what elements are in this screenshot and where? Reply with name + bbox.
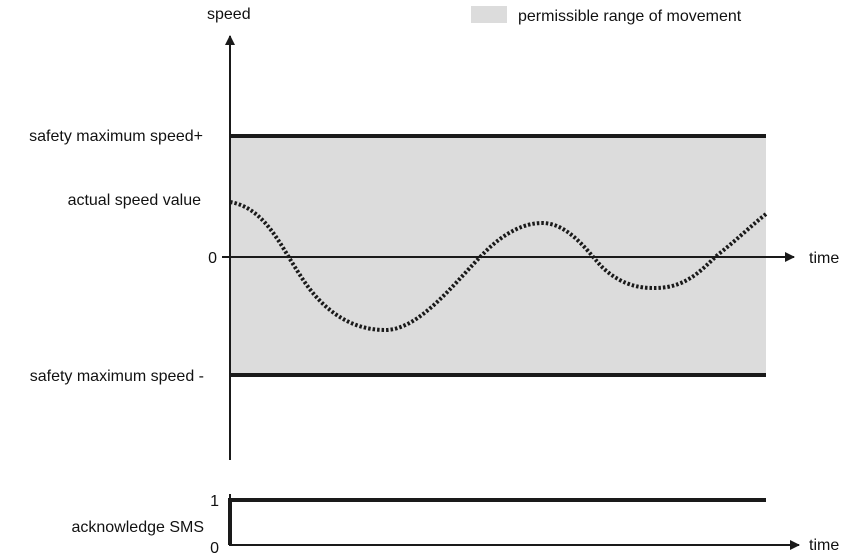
ack-low-label: 0: [210, 540, 219, 557]
ack-high-label: 1: [210, 493, 219, 510]
time-axis-label: time: [809, 250, 839, 267]
actual-speed-value-label: actual speed value: [68, 192, 202, 209]
safety-max-speed-lower-label: safety maximum speed -: [30, 368, 204, 385]
speed-axis-label: speed: [207, 6, 251, 23]
ack-time-axis-label: time: [809, 537, 839, 554]
safety-max-speed-upper-label: safety maximum speed+: [29, 128, 203, 145]
legend-swatch: [471, 6, 507, 23]
ack-sms-label: acknowledge SMS: [71, 519, 204, 536]
legend-label: permissible range of movement: [518, 8, 742, 25]
ack-signal-trace: [228, 498, 766, 545]
zero-speed-label: 0: [208, 250, 217, 267]
actual-speed-curve: [229, 200, 768, 333]
permissible-range-band: [230, 136, 766, 375]
